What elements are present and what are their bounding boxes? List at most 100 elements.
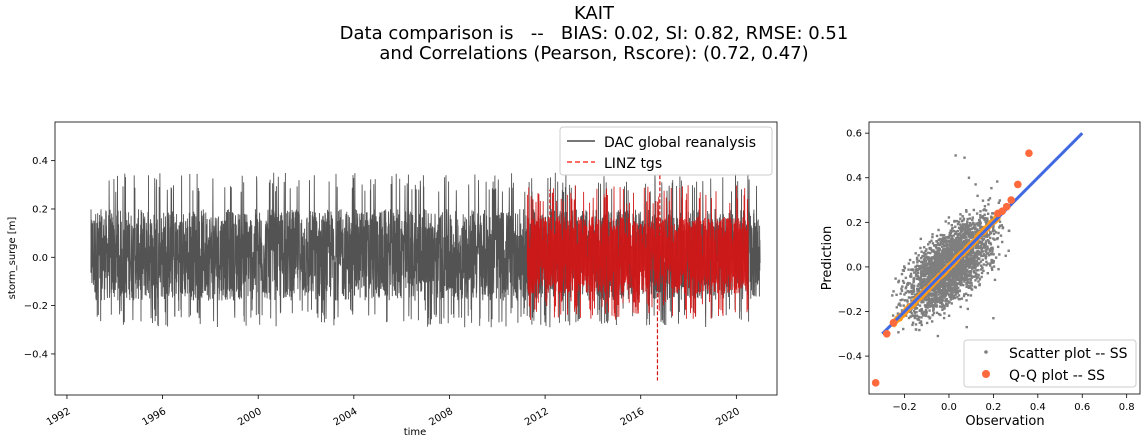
scatter-point: [998, 199, 1002, 202]
scatter-point: [965, 299, 968, 302]
scatter-point: [934, 267, 938, 270]
scatter-point: [962, 234, 965, 237]
scatter-point: [995, 237, 999, 241]
scatter-point: [922, 258, 926, 261]
timeseries-y-ticks: −0.4 −0.2 0.0 0.2 0.4: [24, 156, 55, 360]
scatter-point: [904, 287, 908, 290]
scatter-point: [954, 270, 957, 273]
scatter-point: [914, 328, 918, 331]
scatter-point: [916, 267, 919, 271]
scatter-point: [930, 256, 934, 259]
scatter-point: [913, 316, 917, 320]
scatter-point: [988, 197, 992, 200]
scatter-point: [937, 243, 940, 247]
scatter-point: [928, 268, 932, 272]
scatter-point: [952, 240, 955, 243]
scatter-point: [950, 275, 953, 278]
figure-title: KAIT Data comparison is -- BIAS: 0.02, S…: [0, 4, 1148, 64]
scatter-point: [978, 251, 982, 254]
scatter-point: [915, 258, 919, 261]
scatter-point: [956, 266, 959, 269]
scatter-point: [977, 245, 980, 249]
scatter-point: [955, 287, 959, 291]
scatter-point: [961, 268, 965, 272]
scatter-point: [942, 293, 945, 297]
scatter-point: [935, 247, 938, 250]
scatter-point: [910, 299, 913, 302]
scatter-point: [955, 251, 958, 255]
scatter-point: [922, 278, 926, 281]
scatter-point: [980, 266, 984, 269]
scatter-point: [994, 231, 998, 234]
scatter-point: [920, 307, 923, 311]
scatter-point: [915, 256, 919, 260]
scatter-point: [904, 291, 907, 294]
timeseries-y-tick-label: −0.4: [24, 349, 48, 360]
scatter-point: [954, 287, 957, 291]
scatter-point: [985, 217, 988, 220]
scatter-point: [928, 277, 932, 280]
scatter-point: [1000, 240, 1004, 244]
scatter-point: [974, 252, 977, 255]
scatter-point: [911, 323, 914, 327]
scatter-point: [935, 234, 939, 238]
scatter-point: [930, 292, 933, 296]
scatter-point: [941, 308, 944, 311]
scatter-point: [938, 287, 941, 290]
scatter-point: [999, 234, 1003, 237]
scatter-point: [907, 291, 911, 294]
scatter-point: [930, 239, 933, 242]
scatter-point: [925, 268, 928, 271]
scatter-point: [952, 287, 955, 290]
scatter-point: [949, 253, 953, 257]
scatter-point: [927, 262, 930, 265]
scatter-point: [985, 248, 989, 251]
scatter-point: [957, 282, 960, 286]
timeseries-plot-frame: [54, 121, 778, 396]
scatter-point: [974, 244, 977, 248]
timeseries-x-tick-label: 1992: [45, 406, 73, 428]
scatter-point: [957, 245, 961, 248]
scatter-point: [940, 292, 944, 296]
scatter-point: [969, 257, 973, 260]
scatter-point: [973, 226, 976, 230]
scatter-point: [918, 304, 922, 307]
scatter-point: [929, 270, 933, 273]
scatter-y-tick-label: −0.2: [838, 307, 862, 318]
scatter-point: [958, 236, 961, 240]
scatter-point: [914, 274, 918, 277]
scatter-point: [970, 266, 974, 269]
scatter-point: [979, 213, 982, 217]
scatter-point: [968, 282, 972, 285]
scatter-point: [937, 282, 941, 285]
scatter-point: [932, 311, 936, 315]
timeseries-x-tick-label: 2004: [332, 406, 360, 428]
scatter-point: [969, 248, 973, 252]
scatter-point: [922, 251, 926, 255]
scatter-point: [975, 255, 979, 259]
scatter-point: [900, 287, 903, 290]
scatter-point: [897, 331, 900, 334]
scatter-point: [960, 274, 963, 277]
scatter-point: [930, 263, 934, 266]
scatter-point: [945, 275, 949, 278]
scatter-point: [985, 235, 989, 239]
scatter-y-tick-label: 0.2: [846, 218, 862, 229]
scatter-point: [957, 286, 960, 289]
scatter-point: [950, 302, 953, 305]
scatter-point: [969, 272, 972, 275]
scatter-point: [989, 264, 992, 267]
reference-1to1-line: [881, 132, 1084, 335]
scatter-point: [941, 288, 945, 291]
timeseries-y-tick-label: 0.0: [32, 253, 48, 264]
scatter-point: [998, 224, 1002, 228]
scatter-point: [982, 254, 985, 258]
scatter-x-tick-label: 0.0: [941, 402, 957, 413]
scatter-point: [950, 230, 954, 233]
scatter-point: [919, 237, 923, 241]
scatter-point: [960, 270, 963, 274]
scatter-point: [1007, 229, 1011, 233]
scatter-point: [975, 251, 979, 255]
scatter-point: [935, 304, 938, 307]
scatter-point: [933, 261, 937, 264]
